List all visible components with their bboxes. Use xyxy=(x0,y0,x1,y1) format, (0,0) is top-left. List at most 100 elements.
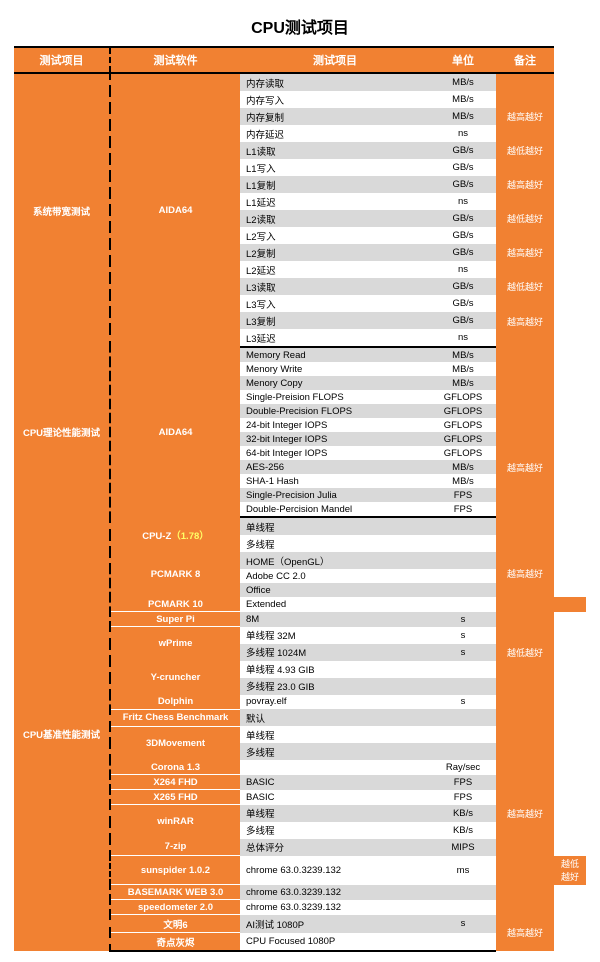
unit-cell xyxy=(430,933,496,952)
unit-cell: MB/s xyxy=(430,91,496,108)
item-cell: chrome 63.0.3239.132 xyxy=(240,900,430,915)
unit-cell: FPS xyxy=(430,790,496,805)
item-cell: L1读取 xyxy=(240,142,430,159)
remark-cell: 越低越好 xyxy=(496,278,554,295)
item-cell: 多线程 xyxy=(240,822,430,839)
remark-cell: 越高越好 xyxy=(496,915,554,952)
software-cell: speedometer 2.0 xyxy=(110,900,240,915)
header-category: 测试项目 xyxy=(14,47,110,73)
unit-cell: s xyxy=(430,915,496,933)
item-cell: Memory Read xyxy=(240,347,430,362)
unit-cell: KB/s xyxy=(430,805,496,822)
item-cell: Double-Percision Mandel xyxy=(240,502,430,517)
software-cell: 文明6 xyxy=(110,915,240,933)
item-cell: 单线程 32M xyxy=(240,627,430,644)
item-cell: L3写入 xyxy=(240,295,430,312)
unit-cell xyxy=(430,900,496,915)
item-cell: 多线程 xyxy=(240,743,430,760)
item-cell: BASIC xyxy=(240,790,430,805)
software-cell: PCMARK 10 xyxy=(110,597,240,612)
unit-cell xyxy=(430,535,496,552)
unit-cell: MB/s xyxy=(430,73,496,91)
item-cell: Double-Precision FLOPS xyxy=(240,404,430,418)
item-cell: Office xyxy=(240,583,430,597)
unit-cell: GB/s xyxy=(430,295,496,312)
unit-cell: GFLOPS xyxy=(430,418,496,432)
item-cell: Menory Copy xyxy=(240,376,430,390)
remark-cell: 越低越好 xyxy=(496,627,554,678)
unit-cell: MB/s xyxy=(430,362,496,376)
category-cell: CPU理论性能测试 xyxy=(14,347,110,517)
item-cell: 内存写入 xyxy=(240,91,430,108)
item-cell: SHA-1 Hash xyxy=(240,474,430,488)
item-cell: 单线程 xyxy=(240,805,430,822)
software-cell: X265 FHD xyxy=(110,790,240,805)
item-cell: Single-Precision Julia xyxy=(240,488,430,502)
software-cell: PCMARK 8 xyxy=(110,552,240,597)
unit-cell: ns xyxy=(430,261,496,278)
unit-cell xyxy=(430,583,496,597)
item-cell: L3延迟 xyxy=(240,329,430,347)
unit-cell: FPS xyxy=(430,775,496,790)
remark-cell xyxy=(496,362,554,404)
item-cell: L3复制 xyxy=(240,312,430,329)
item-cell: 单线程 4.93 GIB xyxy=(240,661,430,678)
unit-cell: GB/s xyxy=(430,244,496,261)
item-cell: Extended xyxy=(240,597,430,612)
item-cell: L2延迟 xyxy=(240,261,430,278)
item-cell: chrome 63.0.3239.132 xyxy=(240,885,430,900)
remark-cell: 越高越好 xyxy=(496,418,554,517)
item-cell: AES-256 xyxy=(240,460,430,474)
software-cell: 7-zip xyxy=(110,839,240,856)
remark-cell: 越高越好 xyxy=(496,295,554,347)
item-cell: 多线程 23.0 GIB xyxy=(240,678,430,695)
item-cell: CPU Focused 1080P xyxy=(240,933,430,952)
software-cell: BASEMARK WEB 3.0 xyxy=(110,885,240,900)
item-cell: BASIC xyxy=(240,775,430,790)
item-cell: 64-bit Integer IOPS xyxy=(240,446,430,460)
unit-cell xyxy=(430,517,496,535)
unit-cell: GFLOPS xyxy=(430,432,496,446)
unit-cell: s xyxy=(430,627,496,644)
software-cell: CPU-Z（1.78） xyxy=(110,517,240,552)
software-version: （1.78） xyxy=(171,531,209,542)
table-row: CPU基准性能测试CPU-Z（1.78）单线程 xyxy=(14,517,586,535)
software-cell: Super Pi xyxy=(110,612,240,627)
remark-cell xyxy=(496,885,554,915)
unit-cell: MB/s xyxy=(430,108,496,125)
item-cell: 8M xyxy=(240,612,430,627)
remark-cell: 越高越好 xyxy=(496,535,554,612)
item-cell: L2复制 xyxy=(240,244,430,261)
page-title: CPU测试项目 xyxy=(14,14,586,38)
unit-cell: ns xyxy=(430,193,496,210)
unit-cell: GB/s xyxy=(430,176,496,193)
item-cell: L1复制 xyxy=(240,176,430,193)
item-cell: 内存读取 xyxy=(240,73,430,91)
software-cell: winRAR xyxy=(110,805,240,839)
table-header: 测试项目 测试软件 测试项目 单位 备注 xyxy=(14,47,586,73)
unit-cell xyxy=(430,661,496,678)
remark-cell xyxy=(496,678,554,695)
item-cell: L1写入 xyxy=(240,159,430,176)
remark-cell xyxy=(496,517,554,535)
unit-cell xyxy=(430,678,496,695)
remark-cell xyxy=(554,597,586,612)
unit-cell xyxy=(430,743,496,760)
item-cell: 24-bit Integer IOPS xyxy=(240,418,430,432)
item-cell: povray.elf xyxy=(240,695,430,710)
unit-cell: GFLOPS xyxy=(430,446,496,460)
remark-cell xyxy=(496,73,554,91)
remark-cell: 越低越好 xyxy=(496,142,554,159)
item-cell: 32-bit Integer IOPS xyxy=(240,432,430,446)
header-item: 测试项目 xyxy=(240,47,430,73)
software-cell: Corona 1.3 xyxy=(110,760,240,775)
category-cell: CPU基准性能测试 xyxy=(14,517,110,951)
remark-cell: 越高越好 xyxy=(496,743,554,885)
software-cell: AIDA64 xyxy=(110,73,240,347)
table-row: CPU理论性能测试AIDA64Memory ReadMB/s xyxy=(14,347,586,362)
unit-cell: MB/s xyxy=(430,376,496,390)
item-cell: Single-Preision FLOPS xyxy=(240,390,430,404)
item-cell: L2读取 xyxy=(240,210,430,227)
software-cell: Y-cruncher xyxy=(110,661,240,695)
item-cell: 默认 xyxy=(240,709,430,726)
